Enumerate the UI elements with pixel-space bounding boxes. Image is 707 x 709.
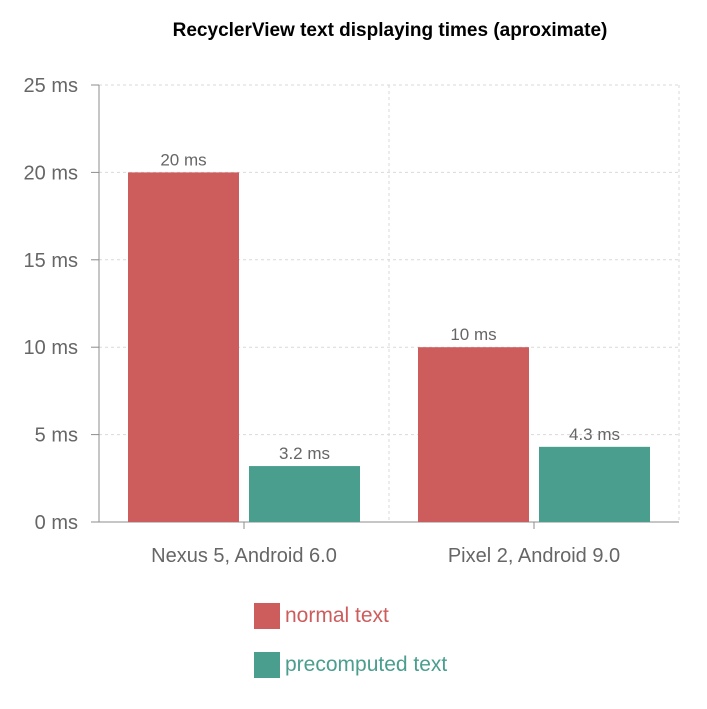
bar-value-label: 10 ms [450, 325, 496, 344]
legend-item-normal-text: normal text [254, 603, 389, 629]
y-tick-label: 10 ms [24, 337, 78, 359]
x-tick-label: Pixel 2, Android 9.0 [448, 545, 620, 567]
y-tick-label: 15 ms [24, 250, 78, 272]
legend-swatch-normal-text [254, 603, 280, 629]
bar [418, 347, 529, 522]
x-tick-label: Nexus 5, Android 6.0 [151, 545, 337, 567]
bar [128, 172, 239, 522]
bar-value-label: 20 ms [160, 150, 206, 169]
y-tick-label: 25 ms [24, 75, 78, 97]
legend-item-precomputed-text: precomputed text [254, 652, 447, 678]
bar [539, 446, 650, 522]
legend-label-precomputed-text: precomputed text [285, 653, 448, 676]
bar-value-label: 3.2 ms [279, 444, 330, 463]
legend-swatch-precomputed-text [254, 652, 280, 678]
y-tick-label: 5 ms [35, 425, 78, 447]
bar-value-label: 4.3 ms [569, 425, 620, 444]
chart-title: RecyclerView text displaying times (apro… [172, 20, 608, 41]
legend-label-normal-text: normal text [285, 604, 389, 627]
y-tick-label: 20 ms [24, 162, 78, 184]
bar [249, 466, 360, 522]
y-tick-label: 0 ms [35, 512, 78, 534]
